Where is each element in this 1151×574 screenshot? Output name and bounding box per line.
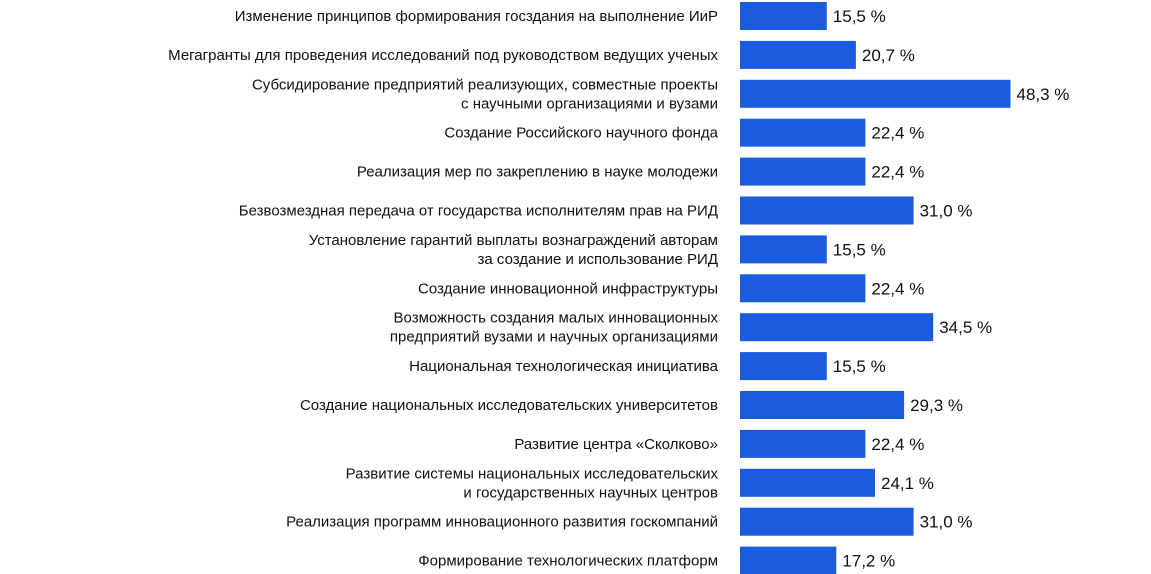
bar [740, 40, 856, 69]
category-label-line: Создание инновационной инфраструктуры [418, 280, 718, 297]
category-label-line: Безвозмездная передача от государства ис… [239, 203, 718, 220]
value-label: 31,0 % [920, 513, 973, 532]
category-label-line: Национальная технологическая инициатива [409, 358, 718, 375]
value-label: 22,4 % [871, 124, 924, 143]
bar [740, 196, 914, 225]
category-label-line: Изменение принципов формирования госздан… [235, 8, 718, 25]
category-label: Национальная технологическая инициатива [409, 358, 718, 375]
bars [740, 2, 1011, 574]
category-label: Развитие системы национальных исследоват… [346, 465, 719, 501]
category-label-line: Развитие центра «Сколково» [514, 436, 718, 453]
value-label: 17,2 % [842, 552, 895, 571]
bar [740, 274, 866, 303]
category-label-line: Субсидирование предприятий реализующих, … [252, 76, 718, 93]
category-label: Формирование технологических платформ [418, 553, 718, 570]
bar [740, 352, 827, 381]
category-label: Создание инновационной инфраструктуры [418, 280, 718, 297]
category-label: Создание Российского научного фонда [444, 125, 718, 142]
bar [740, 235, 827, 264]
value-label: 15,5 % [833, 7, 886, 26]
value-label: 22,4 % [871, 435, 924, 454]
category-label: Изменение принципов формирования госздан… [235, 8, 718, 25]
value-label: 24,1 % [881, 474, 934, 493]
category-label: Установление гарантий выплаты вознагражд… [309, 232, 718, 268]
value-label: 20,7 % [862, 46, 915, 65]
category-label: Реализация мер по закреплению в науке мо… [357, 164, 718, 181]
category-label-line: Формирование технологических платформ [418, 553, 718, 570]
category-label: Создание национальных исследовательских … [300, 397, 718, 414]
category-label-line: за создание и использование РИД [478, 251, 718, 268]
category-label: Возможность создания малых инновационных… [390, 310, 719, 346]
bar [740, 391, 905, 419]
bar [740, 468, 875, 497]
bar [740, 157, 866, 186]
category-label-line: Возможность создания малых инновационных [394, 310, 719, 327]
bar [740, 546, 837, 574]
value-label: 29,3 % [910, 396, 963, 415]
value-label: 22,4 % [871, 279, 924, 298]
bar [740, 429, 866, 458]
category-labels: Изменение принципов формирования госздан… [168, 8, 718, 570]
category-label-line: Установление гарантий выплаты вознагражд… [309, 232, 718, 249]
value-label: 34,5 % [939, 318, 992, 337]
category-label-line: и государственных научных центров [463, 484, 718, 501]
category-label: Субсидирование предприятий реализующих, … [252, 76, 718, 112]
bar [740, 2, 827, 30]
bar [740, 79, 1011, 108]
value-label: 48,3 % [1017, 85, 1070, 104]
value-label: 22,4 % [871, 163, 924, 182]
value-labels: 15,5 % 20,7 % 48,3 % 22,4 % 22,4 % 31,0 % 15,5… [833, 7, 1070, 571]
bar [740, 118, 866, 147]
category-label: Безвозмездная передача от государства ис… [239, 203, 718, 220]
value-label: 15,5 % [833, 357, 886, 376]
category-label-line: Создание национальных исследовательских … [300, 397, 718, 414]
category-label-line: Развитие системы национальных исследоват… [346, 465, 719, 482]
category-label-line: Мегагранты для проведения исследований п… [168, 47, 718, 64]
category-label-line: предприятий вузами и научных организация… [390, 329, 718, 346]
category-label: Реализация программ инновационного разви… [286, 514, 718, 531]
bar [740, 313, 934, 342]
category-label: Развитие центра «Сколково» [514, 436, 718, 453]
category-label-line: Реализация мер по закреплению в науке мо… [357, 164, 718, 181]
bar [740, 507, 914, 536]
category-label-line: с научными организациями и вузами [461, 95, 718, 112]
category-label: Мегагранты для проведения исследований п… [168, 47, 718, 64]
category-label-line: Реализация программ инновационного разви… [286, 514, 718, 531]
value-label: 15,5 % [833, 240, 886, 259]
category-label-line: Создание Российского научного фонда [444, 125, 718, 142]
value-label: 31,0 % [920, 202, 973, 221]
